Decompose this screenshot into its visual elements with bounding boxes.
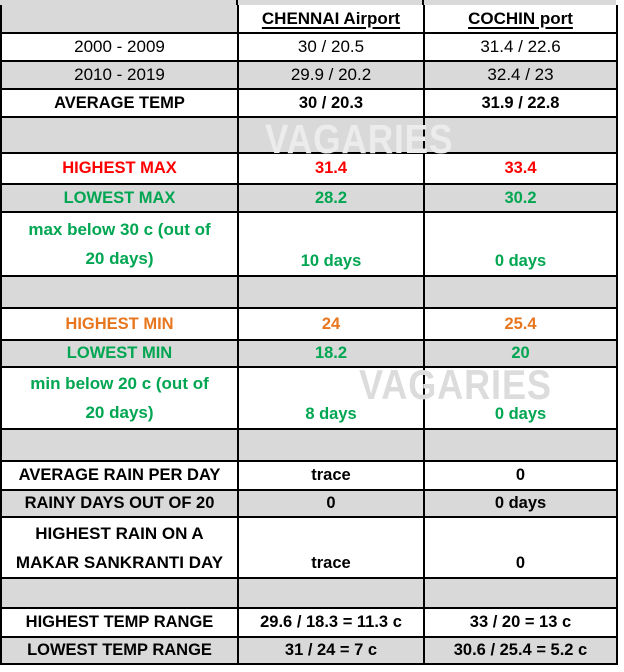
value-cochin: 0 days: [423, 211, 618, 277]
row-label: AVERAGE RAIN PER DAY: [0, 460, 239, 491]
separator-cell: [237, 116, 425, 154]
row-highest-min: HIGHEST MIN 24 25.4: [0, 307, 618, 341]
column-divider-line: [422, 0, 424, 5]
separator-cell: [423, 577, 618, 609]
column-header-cochin: COCHIN port: [423, 5, 618, 34]
row-max-below-30: max below 30 c (out of 20 days) 10 days …: [0, 211, 618, 277]
separator-cell: [0, 577, 239, 609]
value-chennai: 31.4: [237, 152, 425, 185]
value-chennai: 30 / 20.3: [237, 88, 425, 118]
separator-cell: [0, 275, 239, 309]
separator-row: [0, 275, 618, 309]
separator-cell: [237, 275, 425, 309]
column-header-label: COCHIN port: [468, 8, 573, 28]
row-label: HIGHEST MAX: [0, 152, 239, 185]
row-2010-2019: 2010 - 2019 29.9 / 20.2 32.4 / 23: [0, 60, 618, 90]
row-label: LOWEST MIN: [0, 339, 239, 368]
row-label: 2010 - 2019: [0, 60, 239, 90]
row-label: min below 20 c (out of 20 days): [0, 366, 239, 430]
separator-cell: [423, 428, 618, 462]
column-header-label: CHENNAI Airport: [261, 8, 401, 28]
value-chennai: 8 days: [237, 366, 425, 430]
value-chennai: 29.9 / 20.2: [237, 60, 425, 90]
row-label: HIGHEST TEMP RANGE: [0, 607, 239, 638]
separator-cell: [0, 116, 239, 154]
value-cochin: 0: [423, 516, 618, 579]
row-average-temp: AVERAGE TEMP 30 / 20.3 31.9 / 22.8: [0, 88, 618, 118]
value-chennai: trace: [237, 460, 425, 491]
row-label: 2000 - 2009: [0, 32, 239, 62]
separator-cell: [0, 428, 239, 462]
column-header-chennai: CHENNAI Airport: [237, 5, 425, 34]
row-average-rain-per-day: AVERAGE RAIN PER DAY trace 0: [0, 460, 618, 491]
value-chennai: 18.2: [237, 339, 425, 368]
value-cochin: 30.2: [423, 183, 618, 213]
separator-row: [0, 428, 618, 462]
value-cochin: 0 days: [423, 366, 618, 430]
value-cochin: 31.4 / 22.6: [423, 32, 618, 62]
row-2000-2009: 2000 - 2009 30 / 20.5 31.4 / 22.6: [0, 32, 618, 62]
value-cochin: 0 days: [423, 489, 618, 518]
value-cochin: 33.4: [423, 152, 618, 185]
value-cochin: 25.4: [423, 307, 618, 341]
value-chennai: 30 / 20.5: [237, 32, 425, 62]
separator-cell: [423, 116, 618, 154]
row-label: HIGHEST MIN: [0, 307, 239, 341]
separator-row: [0, 577, 618, 609]
value-cochin: 32.4 / 23: [423, 60, 618, 90]
separator-cell: [237, 428, 425, 462]
value-cochin: 0: [423, 460, 618, 491]
value-chennai: 28.2: [237, 183, 425, 213]
weather-comparison-table: CHENNAI Airport COCHIN port 2000 - 2009 …: [0, 5, 618, 665]
value-chennai: 10 days: [237, 211, 425, 277]
top-edge-sliver: [0, 0, 616, 5]
row-min-below-20: min below 20 c (out of 20 days) 8 days 0…: [0, 366, 618, 430]
value-chennai: 0: [237, 489, 425, 518]
row-highest-rain-makar-sankranti: HIGHEST RAIN ON A MAKAR SANKRANTI DAY tr…: [0, 516, 618, 579]
row-highest-temp-range: HIGHEST TEMP RANGE 29.6 / 18.3 = 11.3 c …: [0, 607, 618, 638]
value-chennai: 29.6 / 18.3 = 11.3 c: [237, 607, 425, 638]
value-cochin: 20: [423, 339, 618, 368]
corner-cell: [0, 5, 239, 34]
row-lowest-min: LOWEST MIN 18.2 20: [0, 339, 618, 368]
row-highest-max: HIGHEST MAX 31.4 33.4: [0, 152, 618, 185]
value-cochin: 33 / 20 = 13 c: [423, 607, 618, 638]
row-label: LOWEST TEMP RANGE: [0, 636, 239, 665]
separator-row: [0, 116, 618, 154]
header-row: CHENNAI Airport COCHIN port: [0, 5, 618, 34]
row-label: LOWEST MAX: [0, 183, 239, 213]
row-lowest-max: LOWEST MAX 28.2 30.2: [0, 183, 618, 213]
separator-cell: [237, 577, 425, 609]
value-chennai: 24: [237, 307, 425, 341]
value-cochin: 31.9 / 22.8: [423, 88, 618, 118]
row-label: max below 30 c (out of 20 days): [0, 211, 239, 277]
row-lowest-temp-range: LOWEST TEMP RANGE 31 / 24 = 7 c 30.6 / 2…: [0, 636, 618, 665]
value-chennai: 31 / 24 = 7 c: [237, 636, 425, 665]
separator-cell: [423, 275, 618, 309]
value-chennai: trace: [237, 516, 425, 579]
column-divider-line: [236, 0, 238, 5]
row-label: AVERAGE TEMP: [0, 88, 239, 118]
row-label: RAINY DAYS OUT OF 20: [0, 489, 239, 518]
value-cochin: 30.6 / 25.4 = 5.2 c: [423, 636, 618, 665]
row-label: HIGHEST RAIN ON A MAKAR SANKRANTI DAY: [0, 516, 239, 579]
row-rainy-days-out-of-20: RAINY DAYS OUT OF 20 0 0 days: [0, 489, 618, 518]
